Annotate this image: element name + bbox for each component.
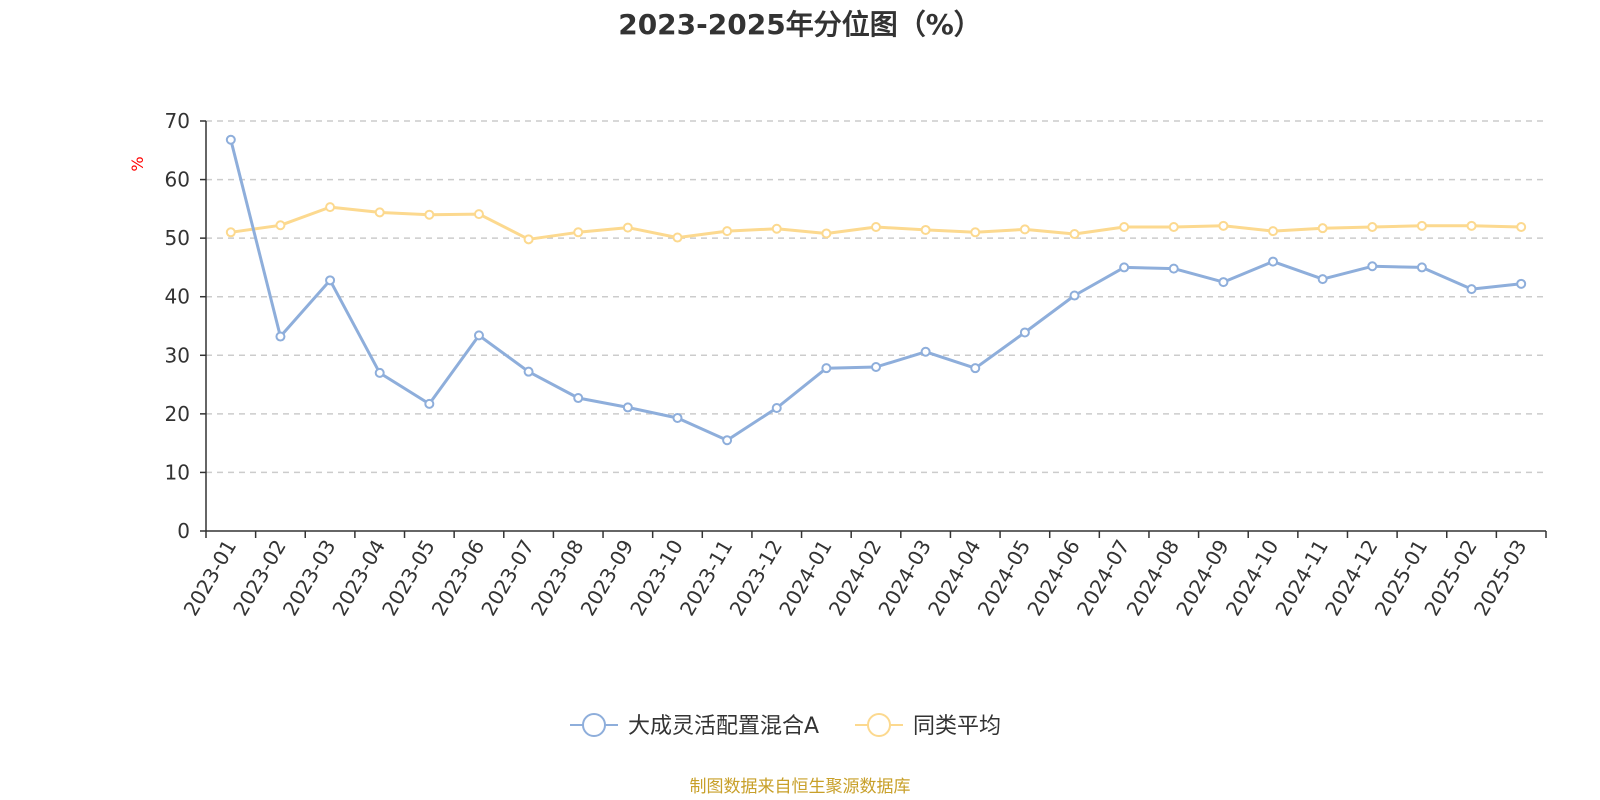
- data-point[interactable]: [1119, 262, 1130, 273]
- data-point[interactable]: [275, 220, 286, 231]
- series-line: [229, 139, 1522, 442]
- axes: [200, 120, 1547, 538]
- legend-label: 同类平均: [913, 714, 1001, 739]
- data-point[interactable]: [1019, 224, 1030, 235]
- data-point[interactable]: [573, 393, 584, 404]
- data-point[interactable]: [1416, 262, 1427, 273]
- data-point[interactable]: [225, 227, 236, 238]
- y-tick-label: 10: [165, 460, 190, 484]
- data-point[interactable]: [1317, 223, 1328, 234]
- grid-lines: [206, 120, 1546, 474]
- data-point[interactable]: [672, 232, 683, 243]
- data-point[interactable]: [1416, 220, 1427, 231]
- data-point[interactable]: [1367, 261, 1378, 272]
- data-point[interactable]: [1019, 327, 1030, 338]
- data-point[interactable]: [771, 223, 782, 234]
- data-point[interactable]: [622, 402, 633, 413]
- legend: 大成灵活配置混合A 同类平均: [570, 713, 1001, 739]
- data-point[interactable]: [622, 222, 633, 233]
- data-point[interactable]: [722, 226, 733, 237]
- data-point[interactable]: [424, 398, 435, 409]
- data-point[interactable]: [523, 366, 534, 377]
- series-0: [225, 134, 1527, 446]
- y-tick-label: 30: [165, 343, 190, 367]
- data-point[interactable]: [1466, 220, 1477, 231]
- y-tick-label: 50: [165, 226, 190, 250]
- y-tick-label: 40: [165, 285, 190, 309]
- data-point[interactable]: [325, 202, 336, 213]
- data-point[interactable]: [325, 275, 336, 286]
- series-1: [225, 202, 1527, 245]
- data-point[interactable]: [1218, 277, 1229, 288]
- data-point[interactable]: [771, 403, 782, 413]
- data-point[interactable]: [1268, 256, 1279, 267]
- data-point[interactable]: [1069, 290, 1080, 301]
- data-point[interactable]: [1367, 222, 1378, 233]
- legend-marker: [867, 713, 891, 737]
- y-axis-label: %: [128, 156, 147, 171]
- data-point[interactable]: [1466, 284, 1477, 295]
- data-point[interactable]: [473, 209, 484, 220]
- data-point[interactable]: [1516, 278, 1527, 289]
- legend-marker: [582, 713, 606, 737]
- legend-label: 大成灵活配置混合A: [628, 714, 819, 739]
- data-point[interactable]: [821, 228, 832, 239]
- chart-title: 2023-2025年分位图（%）: [618, 8, 982, 41]
- data-point[interactable]: [871, 222, 881, 233]
- legend-item-1[interactable]: 同类平均: [855, 713, 1001, 739]
- data-source-note: 制图数据来自恒生聚源数据库: [690, 777, 911, 797]
- data-point[interactable]: [722, 435, 733, 446]
- data-point[interactable]: [1069, 229, 1080, 240]
- data-point[interactable]: [1268, 226, 1279, 237]
- y-tick-label: 0: [177, 519, 190, 543]
- data-point[interactable]: [1516, 222, 1527, 233]
- data-point[interactable]: [1218, 220, 1229, 231]
- data-point[interactable]: [920, 346, 931, 357]
- data-point[interactable]: [1168, 263, 1179, 274]
- data-point[interactable]: [374, 367, 385, 378]
- data-point[interactable]: [523, 234, 534, 245]
- data-point[interactable]: [970, 363, 981, 374]
- data-point[interactable]: [1317, 274, 1328, 285]
- data-point[interactable]: [672, 412, 683, 423]
- data-point[interactable]: [920, 224, 931, 235]
- data-point[interactable]: [970, 227, 981, 238]
- data-point[interactable]: [424, 209, 435, 220]
- y-axis-ticks: 0 10 20 30 40 50 60 70: [165, 109, 190, 543]
- x-axis-ticks: 2023-012023-022023-032023-042023-052023-…: [179, 536, 1532, 620]
- data-point[interactable]: [275, 331, 286, 342]
- series-layer: [225, 134, 1527, 446]
- legend-item-0[interactable]: 大成灵活配置混合A: [570, 713, 819, 739]
- data-point[interactable]: [573, 227, 584, 238]
- data-point[interactable]: [473, 330, 484, 341]
- data-point[interactable]: [821, 363, 832, 374]
- data-point[interactable]: [871, 362, 881, 372]
- data-point[interactable]: [374, 207, 385, 218]
- y-tick-label: 70: [165, 109, 190, 133]
- data-point[interactable]: [225, 134, 236, 145]
- data-point[interactable]: [1119, 222, 1130, 233]
- data-point[interactable]: [1168, 222, 1179, 233]
- y-tick-label: 20: [165, 402, 190, 426]
- y-tick-label: 60: [165, 168, 190, 192]
